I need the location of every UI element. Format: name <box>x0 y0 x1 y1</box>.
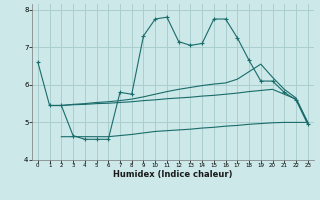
X-axis label: Humidex (Indice chaleur): Humidex (Indice chaleur) <box>113 170 233 179</box>
